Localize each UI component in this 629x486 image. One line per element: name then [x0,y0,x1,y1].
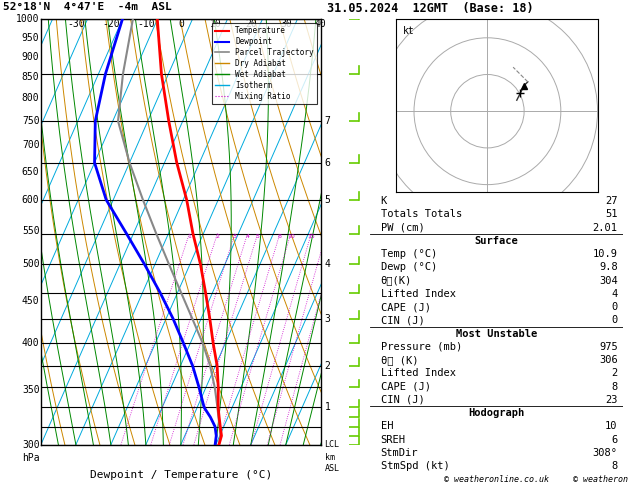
Text: 700: 700 [22,140,40,151]
Text: 2.01: 2.01 [593,223,618,232]
Text: 8: 8 [611,382,618,392]
Text: km
ASL: km ASL [325,453,340,472]
Text: Lifted Index: Lifted Index [381,289,455,299]
Text: 5: 5 [256,234,260,239]
Text: 6: 6 [325,157,330,168]
Text: 51: 51 [605,209,618,219]
Text: 6: 6 [611,434,618,445]
Text: 0: 0 [178,19,184,30]
Text: 600: 600 [22,195,40,205]
Text: 3: 3 [233,234,237,239]
Text: Totals Totals: Totals Totals [381,209,462,219]
Text: 900: 900 [22,52,40,62]
Text: CAPE (J): CAPE (J) [381,382,431,392]
Text: © weatheronline.co.uk: © weatheronline.co.uk [444,474,549,484]
Text: -20: -20 [102,19,120,30]
Text: 30: 30 [280,19,292,30]
Text: 40: 40 [315,19,326,30]
Text: 1: 1 [187,234,191,239]
Text: 2: 2 [215,234,220,239]
Text: 0: 0 [611,315,618,325]
Text: 550: 550 [22,226,40,236]
Text: 27: 27 [605,196,618,206]
Text: θᴇ(K): θᴇ(K) [381,276,412,286]
Text: Pressure (mb): Pressure (mb) [381,342,462,352]
Text: 9.8: 9.8 [599,262,618,272]
Text: 308°: 308° [593,448,618,458]
Text: Dewp (°C): Dewp (°C) [381,262,437,272]
Text: Temp (°C): Temp (°C) [381,249,437,259]
Text: 8: 8 [278,234,282,239]
Text: 3: 3 [325,313,330,324]
Text: Most Unstable: Most Unstable [456,329,537,339]
Text: 750: 750 [22,116,40,126]
Text: 20: 20 [245,19,257,30]
Text: 500: 500 [22,259,40,269]
Text: kt: kt [403,26,415,36]
Text: 25: 25 [334,234,342,239]
Text: 950: 950 [22,33,40,43]
Text: Surface: Surface [475,236,518,246]
Text: 31.05.2024  12GMT  (Base: 18): 31.05.2024 12GMT (Base: 18) [327,2,533,16]
Text: © weatheronline.co.uk: © weatheronline.co.uk [574,474,629,484]
Text: 304: 304 [599,276,618,286]
Text: EH: EH [381,421,393,432]
Text: CAPE (J): CAPE (J) [381,302,431,312]
Text: PW (cm): PW (cm) [381,223,425,232]
Text: Dewpoint / Temperature (°C): Dewpoint / Temperature (°C) [90,470,272,480]
Text: 10: 10 [210,19,221,30]
Text: Hodograph: Hodograph [469,408,525,418]
Text: 7: 7 [325,116,330,126]
Text: 800: 800 [22,93,40,103]
Legend: Temperature, Dewpoint, Parcel Trajectory, Dry Adiabat, Wet Adiabat, Isotherm, Mi: Temperature, Dewpoint, Parcel Trajectory… [213,23,317,104]
Text: 4: 4 [245,234,250,239]
Text: 450: 450 [22,296,40,307]
Text: CIN (J): CIN (J) [381,315,425,325]
Text: hPa: hPa [22,453,40,463]
Text: 1000: 1000 [16,15,40,24]
Text: 1: 1 [325,402,330,413]
Text: -10: -10 [137,19,155,30]
Text: 2: 2 [325,361,330,371]
Text: 5: 5 [325,195,330,205]
Text: 650: 650 [22,167,40,176]
Text: 2: 2 [611,368,618,378]
Text: 23: 23 [605,395,618,405]
Text: 10.9: 10.9 [593,249,618,259]
Text: -30: -30 [67,19,85,30]
Text: StmDir: StmDir [381,448,418,458]
Text: 0: 0 [611,302,618,312]
Text: 52°18'N  4°47'E  -4m  ASL: 52°18'N 4°47'E -4m ASL [3,2,172,13]
Text: 10: 10 [605,421,618,432]
Text: 15: 15 [308,234,315,239]
Text: 10: 10 [287,234,294,239]
Text: Lifted Index: Lifted Index [381,368,455,378]
Text: 8: 8 [611,461,618,471]
Text: 20: 20 [322,234,330,239]
Text: 850: 850 [22,72,40,82]
Text: 350: 350 [22,385,40,395]
Text: LCL: LCL [325,440,340,449]
Text: 975: 975 [599,342,618,352]
Text: θᴇ (K): θᴇ (K) [381,355,418,365]
Text: CIN (J): CIN (J) [381,395,425,405]
Text: StmSpd (kt): StmSpd (kt) [381,461,449,471]
Text: 4: 4 [611,289,618,299]
Text: 4: 4 [325,259,330,269]
Text: 306: 306 [599,355,618,365]
Text: 400: 400 [22,338,40,348]
Text: K: K [381,196,387,206]
Text: 300: 300 [22,440,40,450]
Text: SREH: SREH [381,434,406,445]
